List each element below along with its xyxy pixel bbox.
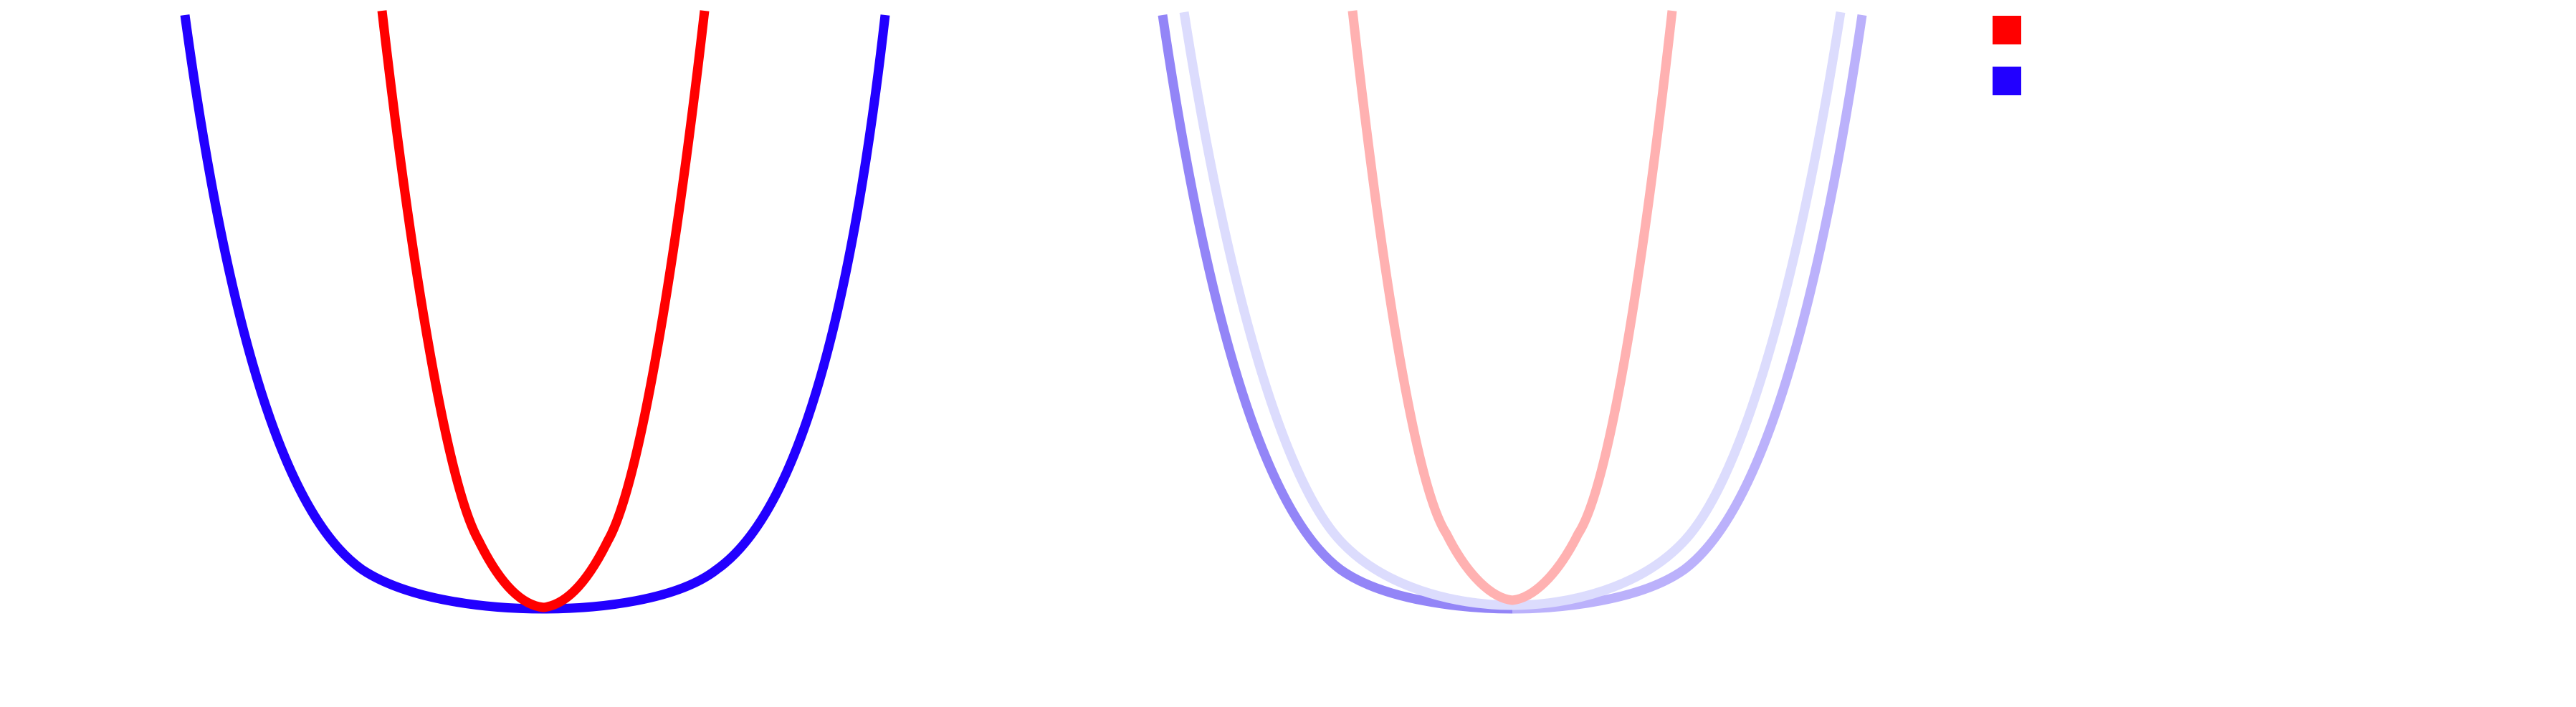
left-panel bbox=[180, 10, 890, 614]
blue-faded-right-branch bbox=[1512, 14, 1867, 614]
legend-swatch-red bbox=[1993, 16, 2021, 44]
blue-faded-left-branch bbox=[1158, 14, 1513, 614]
blue-wide-curve bbox=[180, 14, 890, 614]
blue-faded-light-curve bbox=[1179, 11, 1846, 610]
legend-swatch-blue bbox=[1993, 67, 2021, 95]
right-panel bbox=[1158, 10, 1867, 614]
red-narrow-curve bbox=[377, 10, 710, 612]
red-faded-narrow-curve bbox=[1347, 10, 1677, 605]
